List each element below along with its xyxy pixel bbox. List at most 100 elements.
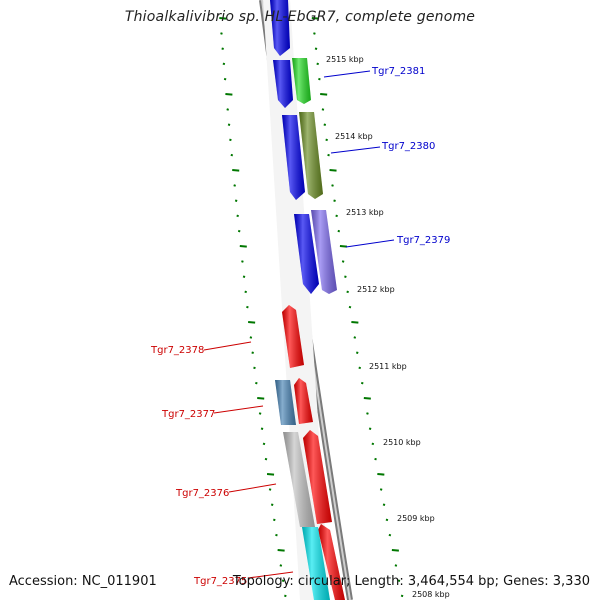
minor-tick (323, 123, 327, 126)
minor-tick (368, 427, 372, 430)
minor-tick (222, 62, 226, 66)
gene-Tgr7_2378[interactable]: Tgr7_2378 (150, 305, 304, 368)
tick-label: 2515 kbp (326, 55, 364, 64)
minor-tick (360, 381, 364, 385)
minor-tick (318, 77, 321, 81)
gene-Tgr7_2381[interactable]: Tgr7_2381 (292, 58, 425, 104)
minor-tick (273, 518, 276, 522)
minor-tick (337, 229, 341, 233)
minor-tick (358, 366, 362, 370)
major-tick (377, 473, 385, 476)
minor-tick (379, 488, 383, 491)
major-tick (351, 321, 359, 324)
minor-tick (223, 77, 227, 81)
minor-tick (237, 229, 241, 233)
minor-tick (279, 564, 283, 567)
minor-tick (341, 260, 345, 263)
tick-label: 2508 kbp (412, 590, 450, 599)
minor-tick (220, 32, 223, 35)
minor-tick (397, 579, 401, 582)
minor-tick (221, 47, 224, 50)
gene-Tgr7_2379[interactable]: Tgr7_2379 (311, 210, 450, 294)
major-tick (329, 169, 337, 172)
minor-tick (268, 488, 272, 491)
gene-Tgr7_2375[interactable]: Tgr7_2375 (193, 527, 330, 600)
minor-tick (251, 351, 254, 354)
major-tick (266, 473, 275, 476)
minor-tick (227, 123, 231, 126)
major-tick (225, 93, 233, 96)
minor-tick (230, 153, 234, 157)
minor-tick (246, 305, 249, 309)
minor-tick (262, 442, 266, 446)
gene-label-Tgr7_2379: Tgr7_2379 (396, 235, 450, 246)
minor-tick (284, 594, 287, 598)
minor-tick (264, 457, 268, 461)
minor-tick (233, 184, 236, 187)
minor-tick (258, 412, 262, 415)
minor-tick (244, 290, 247, 294)
minor-tick (241, 260, 244, 263)
minor-tick (333, 199, 336, 202)
gene-label-Tgr7_2377: Tgr7_2377 (161, 409, 215, 420)
minor-tick (327, 153, 330, 157)
minor-tick (253, 366, 256, 370)
accession-text: Accession: NC_011901 (9, 574, 157, 589)
minor-tick (385, 518, 389, 522)
tick-label: 2509 kbp (397, 514, 435, 523)
tick-label: 2510 kbp (383, 438, 421, 447)
minor-tick (346, 290, 349, 294)
minor-tick (344, 275, 347, 278)
major-tick (339, 245, 348, 248)
minor-tick (382, 503, 386, 506)
major-tick (257, 397, 265, 400)
major-tick (363, 397, 371, 400)
major-tick (391, 549, 399, 552)
outer-dotted-ring (219, 17, 287, 598)
minor-tick (348, 305, 352, 309)
major-tick (311, 17, 319, 20)
minor-tick (242, 275, 246, 278)
minor-tick (325, 138, 328, 142)
red-feature-track (294, 378, 345, 600)
major-tick (248, 321, 256, 324)
tick-label: 2511 kbp (369, 362, 407, 371)
major-tick (239, 245, 247, 248)
minor-tick (371, 442, 375, 446)
minor-tick (255, 381, 258, 385)
minor-tick (316, 62, 319, 66)
minor-tick (394, 564, 398, 567)
gene-label-Tgr7_2380: Tgr7_2380 (381, 141, 435, 152)
gene-Tgr7_2377[interactable]: Tgr7_2377 (161, 380, 296, 425)
major-tick (320, 93, 328, 96)
topology-text: Topology: circular; Length: 3,464,554 bp… (232, 574, 590, 589)
gene-label-Tgr7_2375: Tgr7_2375 (193, 576, 247, 587)
tick-label: 2512 kbp (357, 285, 395, 294)
minor-tick (388, 533, 392, 537)
gene-Tgr7_2380[interactable]: Tgr7_2380 (299, 112, 435, 199)
minor-tick (260, 427, 264, 430)
minor-tick (236, 214, 239, 218)
blue-feature-track (270, 0, 319, 294)
major-tick (232, 169, 240, 172)
kbp-tick-labels: 2515 kbp 2514 kbp 2513 kbp 2512 kbp 2511… (326, 55, 450, 599)
minor-tick (275, 533, 278, 537)
genome-title: Thioalkalivibrio sp. HL-EbGR7, complete … (124, 9, 476, 25)
inner-dotted-ring (311, 17, 404, 598)
minor-tick (400, 594, 404, 598)
minor-tick (353, 336, 357, 339)
tick-label: 2514 kbp (335, 132, 373, 141)
minor-tick (321, 108, 325, 111)
minor-tick (366, 412, 369, 415)
gene-label-Tgr7_2378: Tgr7_2378 (150, 345, 204, 356)
gene-Tgr7_2376[interactable]: Tgr7_2376 (175, 432, 315, 527)
minor-tick (331, 184, 334, 187)
minor-tick (355, 351, 359, 354)
gene-label-Tgr7_2376: Tgr7_2376 (175, 488, 229, 499)
minor-tick (226, 108, 229, 111)
minor-tick (281, 579, 285, 582)
tick-label: 2513 kbp (346, 208, 384, 217)
minor-tick (374, 457, 377, 461)
major-tick (277, 549, 285, 552)
